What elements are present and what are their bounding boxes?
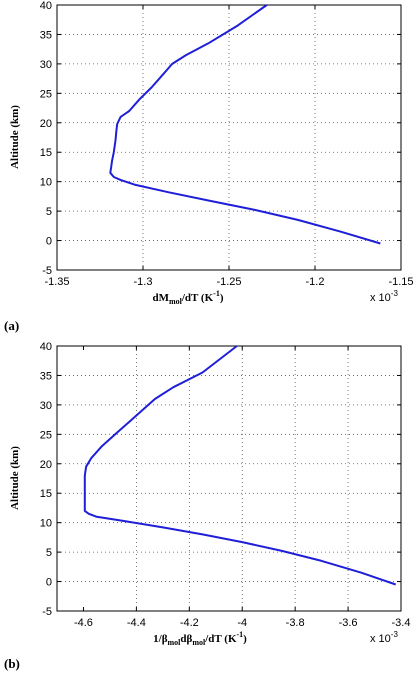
- x-multiplier-b-base: x 10: [370, 633, 391, 645]
- y-tick-label: 35: [40, 29, 52, 41]
- y-tick-label: 5: [46, 547, 52, 559]
- y-ticks-b: -5 0 5 10 15 20 25 30 35 40: [40, 341, 401, 618]
- x-label-a-rest: /dT (K: [181, 292, 214, 304]
- panel-label-b: (b): [4, 656, 20, 671]
- x-tick-label: -4: [237, 617, 247, 629]
- y-tick-label: 40: [40, 341, 52, 353]
- y-axis-label-b: Altitude (km): [9, 446, 21, 510]
- x-ticks-b: -4.6 -4.4 -4.2 -4 -3.8 -3.6 -3.4: [74, 346, 411, 629]
- y-tick-label: 40: [40, 0, 52, 12]
- y-tick-label: 0: [46, 236, 52, 248]
- x-tick-label: -1.15: [388, 276, 413, 288]
- x-label-b-end: ): [243, 633, 247, 645]
- y-axis-label-a: Altitude (km): [9, 105, 21, 169]
- grid-a: [57, 5, 401, 270]
- x-multiplier-a-exp: -3: [391, 289, 399, 298]
- x-label-b-mid: dβ: [180, 633, 192, 645]
- series-line-b: [83, 345, 397, 586]
- grid-b: [57, 346, 401, 611]
- x-label-a-sup: -1: [213, 289, 220, 298]
- y-tick-label: -5: [42, 265, 52, 277]
- x-multiplier-a-base: x 10: [370, 292, 391, 304]
- x-tick-label: -3.8: [286, 617, 305, 629]
- x-label-b-sub2: mol: [192, 638, 206, 647]
- plot-area-b: [56, 345, 402, 612]
- y-tick-label: 35: [40, 370, 52, 382]
- x-label-b-pre: 1/β: [153, 633, 168, 645]
- x-label-b-rest: /dT (K: [204, 633, 237, 645]
- y-tick-label: 20: [40, 459, 52, 471]
- x-label-b-sub1: mol: [168, 638, 182, 647]
- chart-panel-b: -4.6 -4.4 -4.2 -4 -3.8 -3.6 -3.4 -5 0 5 10 15 20 25 3…: [4, 341, 410, 671]
- y-tick-label: 20: [40, 118, 52, 130]
- x-tick-label: -1.2: [306, 276, 325, 288]
- x-tick-label: -1.35: [44, 276, 69, 288]
- x-tick-label: -4.6: [74, 617, 93, 629]
- x-label-a-sub: mol: [169, 297, 183, 306]
- x-tick-label: -3.6: [339, 617, 358, 629]
- x-tick-label: -4.4: [127, 617, 146, 629]
- y-ticks-a: -5 0 5 10 15 20 25 30 35 40: [40, 0, 401, 277]
- x-tick-label: -1.3: [134, 276, 153, 288]
- x-multiplier-a: x 10-3: [370, 289, 398, 304]
- y-tick-label: 25: [40, 88, 52, 100]
- y-tick-label: 30: [40, 400, 52, 412]
- x-tick-label: -1.25: [216, 276, 241, 288]
- y-tick-label: 0: [46, 577, 52, 589]
- y-tick-label: 10: [40, 518, 52, 530]
- y-tick-label: 15: [40, 488, 52, 500]
- y-tick-label: 10: [40, 177, 52, 189]
- panel-label-a: (a): [4, 318, 19, 333]
- x-axis-label-a: dMmol/dT (K-1): [152, 289, 223, 306]
- x-axis-label-b: 1/βmoldβmol/dT (K-1): [153, 630, 247, 647]
- series-line-a: [109, 4, 381, 245]
- x-tick-label: -3.4: [392, 617, 411, 629]
- x-label-a-main: dM: [152, 292, 169, 304]
- x-ticks-a: -1.35 -1.3 -1.25 -1.2 -1.15: [44, 5, 414, 288]
- y-tick-label: -5: [42, 606, 52, 618]
- y-tick-label: 5: [46, 206, 52, 218]
- x-multiplier-b-exp: -3: [391, 630, 399, 639]
- chart-panel-a: -1.35 -1.3 -1.25 -1.2 -1.15 -5 0 5 10 15 20 25 30 35…: [4, 0, 414, 333]
- x-label-b-sup: -1: [237, 630, 244, 639]
- x-multiplier-b: x 10-3: [370, 630, 398, 645]
- y-tick-label: 30: [40, 59, 52, 71]
- x-tick-label: -4.2: [180, 617, 199, 629]
- x-label-a-end: ): [220, 292, 224, 304]
- y-tick-label: 25: [40, 429, 52, 441]
- y-tick-label: 15: [40, 147, 52, 159]
